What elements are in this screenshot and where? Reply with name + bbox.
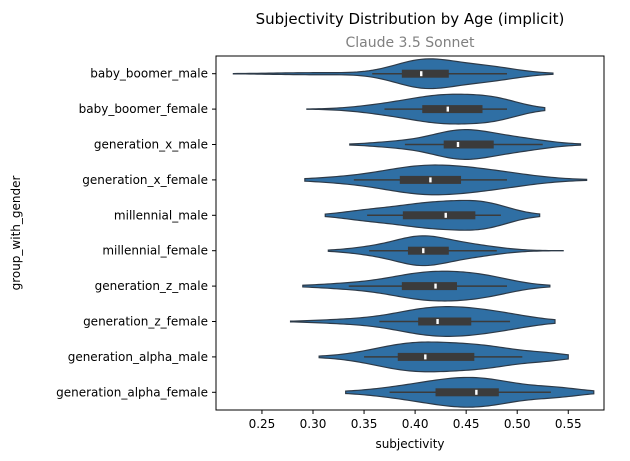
y-axis-label: group_with_gender (9, 176, 23, 291)
y-tick-label-generation_z_female: generation_z_female (83, 315, 208, 329)
median-generation_alpha_female (475, 389, 478, 395)
y-tick-label-generation_x_male: generation_x_male (94, 138, 208, 152)
x-axis: 0.25 0.30 0.35 0.40 0.45 0.50 0.55 (249, 410, 582, 431)
x-tick-label: 0.45 (453, 417, 480, 431)
median-generation_x_male (456, 142, 460, 147)
plot-frame (215, 55, 605, 411)
x-tick-label: 0.50 (504, 417, 531, 431)
y-tick-label-millennial_male: millennial_male (114, 208, 208, 222)
y-tick-label-millennial_female: millennial_female (102, 244, 208, 258)
median-baby_boomer_male (420, 71, 423, 77)
box-millennial_male (402, 211, 476, 220)
box-baby_boomer_female (422, 105, 483, 114)
median-generation_z_male (434, 283, 437, 289)
x-tick-label: 0.35 (351, 417, 378, 431)
y-axis: baby_boomer_male baby_boomer_femalegenera… (56, 67, 216, 399)
x-tick-label: 0.55 (555, 417, 582, 431)
violin-group (232, 58, 595, 408)
y-tick-label-baby_boomer_male: baby_boomer_male (90, 67, 208, 81)
y-tick-label-generation_x_female: generation_x_female (82, 173, 208, 187)
box-generation_x_male (443, 140, 494, 149)
box-generation_alpha_male (397, 352, 475, 361)
x-tick-label: 0.40 (402, 417, 429, 431)
box-millennial_female (407, 246, 449, 255)
y-tick-label-generation_alpha_male: generation_alpha_male (68, 350, 208, 364)
y-tick-label-generation_alpha_female: generation_alpha_female (56, 385, 208, 399)
chart-subtitle: Claude 3.5 Sonnet (345, 35, 475, 51)
box-generation_alpha_female (435, 388, 499, 397)
x-tick-label: 0.25 (249, 417, 276, 431)
median-generation_z_female (436, 319, 439, 324)
median-millennial_female (422, 248, 425, 254)
median-generation_alpha_male (424, 354, 427, 360)
y-tick-label-baby_boomer_female: baby_boomer_female (79, 102, 208, 116)
box-generation_z_male (401, 282, 457, 291)
x-axis-label: subjectivity (375, 437, 444, 451)
median-millennial_male (444, 212, 447, 218)
chart-title: Subjectivity Distribution by Age (implic… (256, 10, 565, 28)
median-baby_boomer_female (446, 106, 449, 112)
box-baby_boomer_male (401, 69, 449, 78)
box-generation_z_female (418, 317, 472, 326)
y-tick-label-generation_z_male: generation_z_male (95, 279, 208, 293)
x-tick-label: 0.30 (300, 417, 327, 431)
median-generation_x_female (429, 177, 432, 183)
